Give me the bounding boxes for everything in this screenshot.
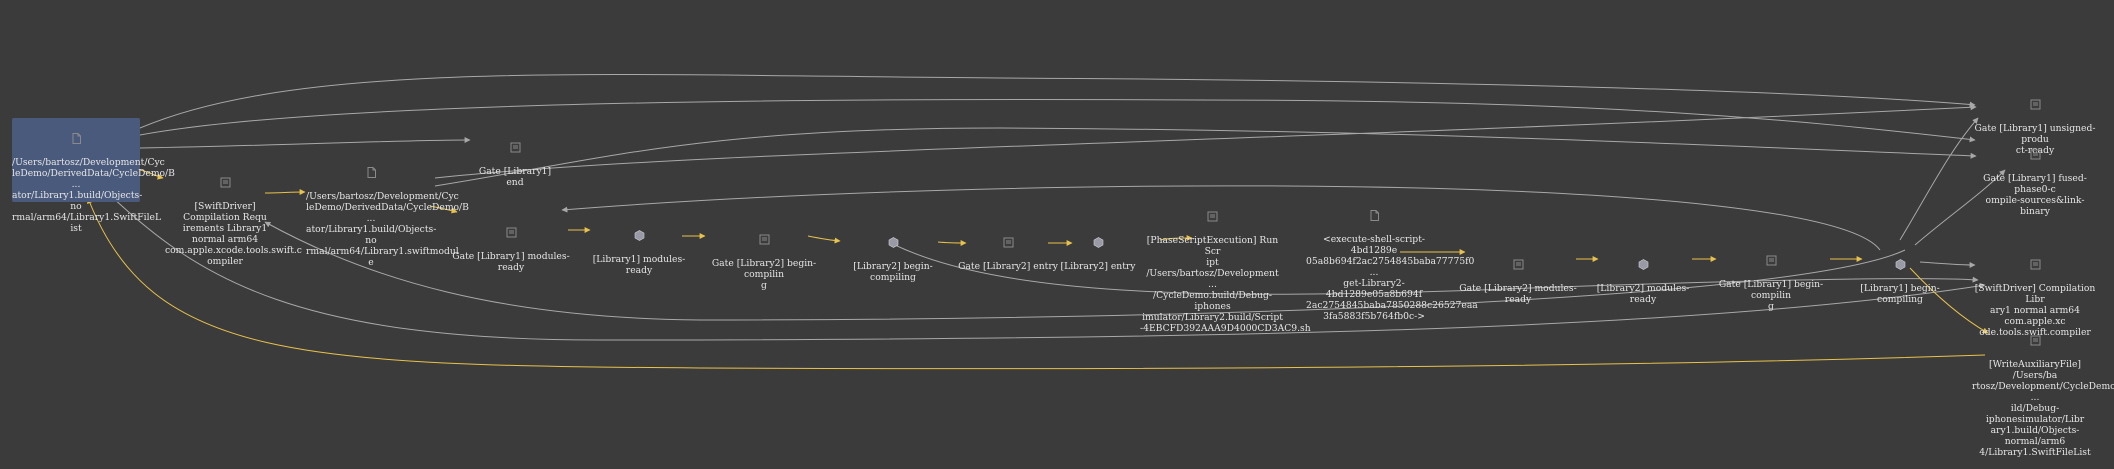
gate-icon [2030, 335, 2040, 346]
cube-icon [1895, 259, 1905, 270]
edge [264, 189, 306, 196]
node-gate-lib2-modules-ready[interactable]: Gate [Library2] modules-ready [1458, 248, 1578, 316]
gate-icon [2030, 99, 2040, 110]
node-swiftdriver-requirements[interactable]: [SwiftDriver] Compilation Requ irements … [165, 166, 302, 278]
gate-icon [2030, 149, 2040, 160]
edge [139, 98, 1976, 143]
cube-icon [1093, 237, 1103, 248]
edge [1914, 169, 2006, 246]
node-write-auxiliary-file[interactable]: [WriteAuxiliaryFile] /Users/ba rtosz/Dev… [1972, 324, 2114, 469]
node-label: Gate [Library2] entry [958, 261, 1058, 272]
node-gate-lib1-end[interactable]: Gate [Library1] end [470, 131, 560, 199]
edge [937, 239, 967, 246]
node-filelist-source[interactable]: /Users/bartosz/Development/Cyc leDemo/De… [12, 118, 175, 234]
gate-icon [220, 177, 230, 188]
node-lib2-begin-compiling[interactable]: [Library2] begin-compiling [832, 226, 954, 294]
node-gate-lib2-begin-compiling[interactable]: Gate [Library2] begin-compilin g [700, 223, 828, 302]
edge [429, 205, 458, 214]
dependency-graph [87, 74, 2006, 370]
node-label: Gate [Library1] end [478, 166, 552, 188]
cube-icon [1638, 259, 1648, 270]
node-swiftdriver-compilation[interactable]: [SwiftDriver] Compilation Libr ary1 norm… [1972, 248, 2098, 349]
edge [1159, 235, 1193, 242]
cube-icon [888, 237, 898, 248]
gate-icon [1207, 211, 1218, 222]
doc-icon [72, 133, 81, 144]
node-gate-lib1-fused-phase0[interactable]: Gate [Library1] fused-phase0-c ompile-so… [1972, 138, 2098, 228]
node-lib1-begin-compiling[interactable]: [Library1] begin-compiling [1840, 248, 1960, 316]
node-label: [Library2] modules-ready [1596, 283, 1690, 305]
node-lib1-modules-ready[interactable]: [Library1] modules-ready [584, 219, 694, 287]
doc-icon [367, 167, 376, 178]
node-execute-shell-script[interactable]: <execute-shell-script-4bd1289e 05a8b694f… [1306, 199, 1478, 333]
node-label: /Users/bartosz/Development/Cyc leDemo/De… [306, 191, 469, 268]
gate-icon [1003, 237, 1013, 248]
edge [264, 221, 1906, 321]
node-label: [WriteAuxiliaryFile] /Users/ba rtosz/Dev… [1972, 359, 2114, 458]
edge [139, 74, 1976, 129]
node-label: Gate [Library1] begin-compilin g [1718, 279, 1824, 312]
edge [807, 235, 841, 244]
edge [139, 169, 164, 180]
doc-icon [1370, 210, 1379, 221]
edge [139, 137, 471, 149]
node-label: /Users/bartosz/Development/Cyc leDemo/De… [12, 157, 175, 234]
edge [87, 197, 1986, 370]
node-label: [Library2] entry [1060, 261, 1136, 272]
node-gate-lib2-entry[interactable]: Gate [Library2] entry [958, 226, 1058, 283]
edge [109, 194, 1986, 341]
edge [1919, 261, 1976, 268]
node-label: Gate [Library1] fused-phase0-c ompile-so… [1983, 173, 2087, 217]
node-lib2-entry[interactable]: [Library2] entry [1058, 226, 1138, 283]
node-label: <execute-shell-script-4bd1289e 05a8b694f… [1306, 234, 1478, 322]
edge [1899, 117, 1979, 241]
cube-icon [634, 230, 644, 241]
node-swiftmodule[interactable]: /Users/bartosz/Development/Cyc leDemo/De… [306, 156, 469, 279]
node-label: Gate [Library1] modules-ready [452, 251, 570, 273]
node-label: [SwiftDriver] Compilation Requ irements … [165, 201, 302, 267]
gate-icon [1513, 259, 1523, 270]
node-label: [SwiftDriver] Compilation Libr ary1 norm… [1974, 283, 2096, 338]
gate-icon [1766, 255, 1776, 266]
node-label: [Library1] begin-compiling [1860, 283, 1940, 305]
node-phase-script-execution[interactable]: [PhaseScriptExecution] Run Scr ipt /User… [1140, 200, 1311, 345]
node-label: [Library2] begin-compiling [853, 261, 933, 283]
edge [1909, 267, 1989, 334]
gate-icon [510, 142, 520, 153]
node-lib2-modules-ready[interactable]: [Library2] modules-ready [1588, 248, 1698, 316]
node-label: [Library1] modules-ready [592, 254, 686, 276]
edge [434, 127, 1977, 187]
node-gate-lib1-begin-compiling[interactable]: Gate [Library1] begin-compilin g [1706, 244, 1836, 323]
gate-icon [2030, 259, 2040, 270]
gate-icon [759, 234, 769, 245]
node-label: [PhaseScriptExecution] Run Scr ipt /User… [1140, 235, 1311, 334]
edge [561, 185, 1881, 251]
edge [894, 244, 1979, 295]
gate-icon [506, 227, 516, 238]
node-gate-lib1-modules-ready[interactable]: Gate [Library1] modules-ready [452, 216, 570, 284]
node-label: Gate [Library2] begin-compilin g [711, 258, 817, 291]
node-label: Gate [Library2] modules-ready [1459, 283, 1577, 305]
edge [434, 104, 1977, 179]
